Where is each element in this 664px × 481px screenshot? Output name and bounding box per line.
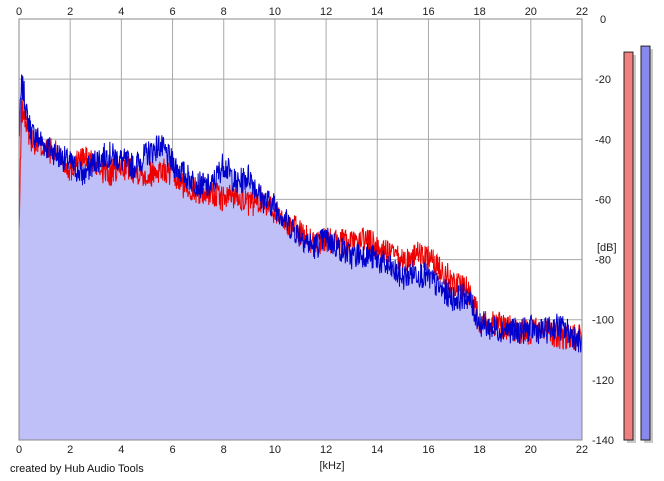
x-tick-label-bottom: 6 bbox=[169, 444, 175, 456]
y-tick-label: -80 bbox=[595, 255, 611, 267]
x-ticks-top: 0 2 4 6 8 10 12 14 16 18 20 22 bbox=[16, 6, 588, 18]
x-tick-label-bottom: 8 bbox=[221, 444, 227, 456]
level-meter-right bbox=[640, 45, 651, 441]
y-axis-label: [dB] bbox=[597, 242, 617, 254]
x-tick-label-bottom: 0 bbox=[16, 444, 22, 456]
x-tick-label-top: 20 bbox=[525, 6, 537, 18]
y-tick-label: -40 bbox=[595, 134, 611, 146]
x-tick-label-top: 6 bbox=[169, 6, 175, 18]
plot-frame bbox=[18, 18, 583, 441]
x-ticks-bottom: 0 2 4 6 8 10 12 14 16 18 20 22 bbox=[16, 444, 588, 456]
x-tick-label-top: 18 bbox=[474, 6, 486, 18]
x-tick-label-bottom: 22 bbox=[576, 444, 588, 456]
x-tick-label-top: 4 bbox=[118, 6, 124, 18]
x-tick-label-top: 14 bbox=[371, 6, 383, 18]
x-tick-label-bottom: 18 bbox=[474, 444, 486, 456]
x-tick-label-top: 16 bbox=[422, 6, 434, 18]
y-tick-label: -100 bbox=[592, 315, 614, 327]
x-tick-label-bottom: 10 bbox=[269, 444, 281, 456]
x-tick-label-top: 8 bbox=[221, 6, 227, 18]
x-tick-label-top: 10 bbox=[269, 6, 281, 18]
y-ticks: 0 -20 -40 -60 -80 -100 -120 -140 bbox=[592, 14, 614, 447]
x-tick-label-bottom: 2 bbox=[67, 444, 73, 456]
level-meter-left bbox=[623, 51, 634, 441]
x-tick-label-bottom: 12 bbox=[320, 444, 332, 456]
credit-text: created by Hub Audio Tools bbox=[10, 463, 144, 475]
series-line-blue bbox=[18, 74, 583, 353]
x-tick-label-top: 22 bbox=[576, 6, 588, 18]
y-tick-label: 0 bbox=[600, 14, 606, 26]
x-axis-label: [kHz] bbox=[319, 460, 344, 472]
x-tick-label-bottom: 4 bbox=[118, 444, 124, 456]
y-tick-label: -60 bbox=[595, 194, 611, 206]
x-tick-label-bottom: 16 bbox=[422, 444, 434, 456]
y-tick-label: -120 bbox=[592, 375, 614, 387]
y-tick-label: -140 bbox=[592, 435, 614, 447]
series-line-red bbox=[18, 98, 583, 351]
y-tick-label: -20 bbox=[595, 74, 611, 86]
x-tick-label-bottom: 20 bbox=[525, 444, 537, 456]
x-tick-label-top: 12 bbox=[320, 6, 332, 18]
x-tick-label-top: 0 bbox=[16, 6, 22, 18]
level-meters bbox=[623, 45, 653, 444]
x-tick-label-bottom: 14 bbox=[371, 444, 383, 456]
x-tick-label-top: 2 bbox=[67, 6, 73, 18]
series-lines bbox=[18, 74, 583, 353]
